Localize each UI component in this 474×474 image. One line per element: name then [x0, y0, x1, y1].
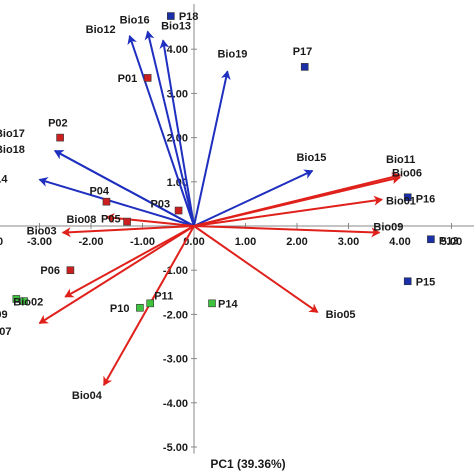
vector-label-bio16: Bio16 [120, 15, 150, 27]
point-p09 [20, 297, 28, 305]
point-label-p05: P05 [101, 214, 121, 226]
x-tick-label: -2.00 [78, 236, 103, 248]
point-p17 [300, 63, 309, 71]
vector-bio05 [193, 225, 319, 314]
vector-label-bio04: Bio04 [72, 390, 103, 402]
x-tick-label: 1.00 [235, 236, 256, 248]
point-p04 [102, 197, 111, 206]
y-tick-label: -2.00 [163, 309, 188, 321]
vector-bio13 [159, 39, 195, 227]
vector-label-bio09: Bio09 [373, 222, 403, 234]
point-p14 [208, 299, 216, 308]
vector-label-bio02: Bio02 [13, 297, 43, 309]
vector-label-bio08: Bio08 [66, 214, 96, 226]
point-label-p09: P09 [0, 309, 8, 321]
x-tick-label: 5.00 [441, 236, 462, 248]
vector-bio03 [61, 225, 195, 238]
vector-bio18 [54, 149, 195, 227]
point-label-p14: P14 [218, 298, 238, 310]
x-tick-label: 0.00 [183, 236, 204, 248]
vector-label-bio14: Bio14 [0, 174, 8, 186]
y-tick-label: -3.00 [163, 354, 188, 366]
vector-label-bio07: Bio07 [0, 326, 11, 338]
point-p02 [56, 133, 64, 142]
vector-label-bio15: Bio15 [296, 152, 326, 164]
vector-label-bio17: Bio17 [0, 128, 25, 140]
point-label-p01: P01 [118, 73, 138, 85]
point-label-p16: P16 [416, 193, 436, 205]
y-tick-label: 4.00 [167, 44, 188, 56]
point-label-p13: P13 [439, 235, 459, 247]
loading-vectors [38, 30, 401, 386]
y-tick-label: 2.00 [167, 133, 188, 145]
point-label-p10: P10 [110, 303, 130, 315]
point-label-p04: P04 [89, 186, 109, 198]
vector-label-bio12: Bio12 [86, 24, 116, 36]
vector-bio07 [38, 225, 195, 325]
labels: Bio16 Bio12 Bio13 Bio19 Bio17 Bio18 Bio14 Bio15… [0, 11, 458, 402]
x-tick-label: 3.00 [338, 236, 359, 248]
point-p15 [403, 277, 412, 286]
vector-label-bio19: Bio19 [217, 48, 247, 60]
x-tick-label: -1.00 [130, 236, 155, 248]
point-label-p03: P03 [151, 199, 171, 211]
vector-bio09 [193, 225, 381, 238]
point-p07 [12, 295, 21, 303]
point-p03 [174, 206, 183, 215]
point-p05 [123, 217, 131, 226]
x-tick-label: 2.00 [286, 236, 307, 248]
vector-label-bio03: Bio03 [27, 226, 57, 238]
vector-label-bio13: Bio13 [161, 20, 191, 32]
y-tick-label: 3.00 [167, 88, 188, 100]
x-tick-label: 0 [0, 236, 3, 248]
point-p01 [143, 74, 152, 82]
vector-bio01 [193, 195, 383, 227]
vector-bio19 [193, 70, 231, 227]
x-tick-label: 4.00 [389, 236, 410, 248]
vector-bio15 [193, 169, 314, 227]
point-p16 [403, 193, 412, 202]
score-points [12, 12, 435, 312]
point-label-p18: P18 [179, 11, 199, 23]
vector-bio12 [127, 34, 195, 227]
x-axis-title: PC1 (39.36%) [210, 457, 285, 471]
point-label-p15: P15 [416, 276, 436, 288]
point-label-p17: P17 [293, 46, 313, 58]
y-tick-label: -4.00 [163, 398, 188, 410]
x-tick-label: -3.00 [27, 236, 52, 248]
vector-bio08 [105, 212, 195, 227]
point-label-p06: P06 [40, 265, 60, 277]
vector-label-bio01: Bio01 [386, 195, 416, 207]
y-tick-label: -5.00 [163, 442, 188, 454]
vector-label-bio06: Bio06 [392, 167, 422, 179]
point-p13 [427, 235, 435, 244]
point-p11 [146, 299, 155, 308]
vector-label-bio11: Bio11 [386, 154, 415, 166]
vector-bio02 [64, 225, 195, 298]
point-p06 [66, 266, 75, 275]
point-p10 [136, 303, 144, 312]
point-label-p02: P02 [48, 118, 68, 130]
vector-label-bio05: Bio05 [326, 309, 356, 321]
vector-bio06 [193, 174, 401, 227]
axes: -3.00 -2.00 -1.00 0.00 1.00 2.00 3.00 4.00 5.00 0… [0, 4, 474, 454]
point-label-p11: P11 [154, 290, 173, 302]
vector-bio14 [38, 177, 195, 227]
point-p18 [167, 12, 175, 20]
vector-label-bio18: Bio18 [0, 144, 25, 156]
vector-bio16 [144, 30, 195, 227]
